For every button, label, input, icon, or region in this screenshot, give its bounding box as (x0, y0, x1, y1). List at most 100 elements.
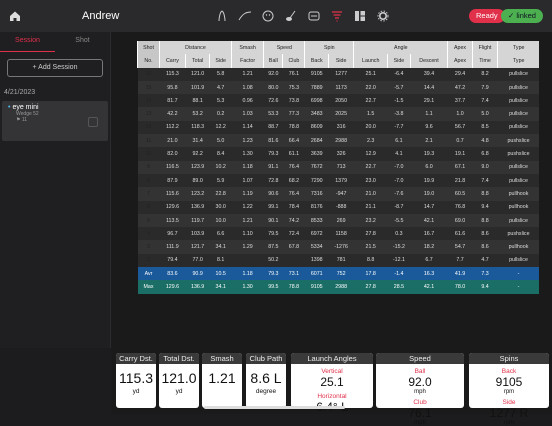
table-cell: 81.7 (159, 94, 186, 108)
add-session-button[interactable]: + Add Session (7, 59, 103, 77)
table-cell: 8.6 (472, 240, 498, 254)
table-row[interactable]: 14 81.7 88.1 5.3 0.96 72.6 73.8 6998 2050 22.7 -1.… (137, 94, 539, 108)
table-cell: pullslice (497, 213, 539, 228)
table-row[interactable]: 16 115.3 121.0 5.8 1.21 92.0 76.1 9105 1277 25.1-… (137, 67, 539, 81)
summary-cell: 79.3 (263, 267, 283, 281)
table-cell: 6.0 (410, 160, 448, 174)
table-row[interactable]: 4 96.7 103.9 6.6 1.10 79.5 72.4 6972 1158 27.8 0.3… (137, 227, 539, 241)
table-cell: 77.3 (282, 107, 305, 121)
summary-cell: 28.5 (387, 280, 411, 294)
table-cell: 115.6 (159, 187, 186, 201)
smash-title: Smash (202, 353, 242, 364)
list-filter-icon[interactable] (325, 6, 348, 26)
table-row[interactable]: 9 116.5 123.9 10.2 1.18 91.1 76.4 7672 713 22.7 -7… (137, 160, 539, 174)
table-cell: 13 (137, 107, 160, 121)
table-cell: 121.0 (185, 67, 210, 81)
club-speed: Club 76.1 mph (399, 395, 441, 426)
table-cell: 118.3 (185, 120, 210, 135)
table-cell: 8.8 (353, 253, 388, 268)
table-row[interactable]: 3 111.9 121.7 34.1 1.29 87.5 67.8 5334 -1276 21.5… (137, 240, 539, 254)
table-cell: -1276 (328, 240, 354, 254)
table-cell: 10 (137, 147, 160, 161)
table-cell: 8.6 (472, 227, 498, 241)
table-cell: 60.5 (447, 187, 473, 201)
back-value: 9105 (495, 375, 523, 389)
table-row[interactable]: 15 95.8 101.9 4.7 1.08 80.0 75.3 7889 1173 22.0 -5… (137, 80, 539, 95)
table-cell: 113.5 (159, 213, 186, 228)
table-cell: 88.1 (185, 94, 210, 108)
table-cell: 1.30 (231, 147, 264, 161)
table-cell: 7290 (304, 173, 329, 188)
driver-icon[interactable] (279, 6, 302, 26)
table-cell: pushslice (497, 134, 539, 148)
table-cell: 1.21 (231, 67, 264, 81)
table-cell: 77.0 (185, 253, 210, 268)
table-row[interactable]: 10 82.0 92.2 8.4 1.30 79.3 61.1 3639 326 12.9 4.1 1… (137, 147, 539, 161)
ball-icon[interactable] (256, 6, 279, 26)
table-cell: 1.29 (231, 240, 264, 254)
table-cell: 8.8 (472, 213, 498, 228)
club-head-icon[interactable] (210, 6, 233, 26)
tab-session[interactable]: Session (0, 32, 55, 52)
total-card: Total Dst. 121.0 yd (159, 353, 199, 408)
table-cell: 21.1 (353, 200, 388, 214)
carry-unit: yd (132, 388, 140, 395)
table-row[interactable]: 7 115.6 123.2 22.8 1.19 90.6 76.4 7316 -947 21.0-… (137, 187, 539, 201)
table-cell: 29.4 (447, 67, 473, 81)
vertical-angle: Vertical 25.1 (313, 364, 351, 389)
grid-icon[interactable] (348, 6, 371, 26)
table-cell: 15 (137, 80, 160, 95)
ball-speed: Ball 92.0 mph (399, 364, 441, 395)
table-cell (282, 253, 305, 268)
column-header: Launch (353, 54, 388, 68)
summary-cell: 9105 (304, 280, 329, 294)
smash-card: Smash 1.21 (202, 353, 242, 408)
table-cell: 72.8 (263, 173, 283, 188)
table-row[interactable]: 13 42.2 53.2 0.2 1.03 53.3 77.3 3483 2025 1.5 -3.8… (137, 107, 539, 121)
table-cell: 76.1 (282, 67, 305, 81)
table-cell: 1.19 (231, 187, 264, 201)
table-cell: 3483 (304, 107, 329, 121)
table-cell: -7.0 (387, 160, 411, 174)
summary-cell: 41.9 (447, 267, 473, 281)
table-cell: 54.7 (447, 240, 473, 254)
table-row[interactable]: 8 87.9 89.0 5.9 1.07 72.8 68.2 7290 1379 23.0 -7.0… (137, 173, 539, 188)
side-spin: Side 1277 R rpm (488, 395, 530, 426)
table-row[interactable]: 12 112.2 118.3 12.2 1.14 88.7 78.8 8609 316 20.0-… (137, 120, 539, 135)
tab-shot[interactable]: Shot (75, 37, 90, 44)
table-cell: 50.2 (263, 253, 283, 268)
column-header: Side (387, 54, 411, 68)
table-row[interactable]: 5 113.5 119.7 10.0 1.21 90.1 74.2 8533 269 23.2 -5… (137, 213, 539, 228)
session-checkbox[interactable] (88, 117, 98, 127)
table-row[interactable]: 11 21.0 31.4 5.0 1.23 81.6 66.4 2684 2988 2.3 6.1 2… (137, 134, 539, 148)
group-header: Apex (447, 41, 473, 55)
table-cell: 2.1 (410, 134, 448, 148)
session-club: Wedge 52 (16, 111, 39, 117)
session-shot-count: ⚑ 11 (16, 117, 108, 123)
table-row[interactable]: 6 129.6 136.9 30.0 1.22 99.1 78.4 8176 -888 21.1-… (137, 200, 539, 214)
swing-path-icon[interactable] (233, 6, 256, 26)
column-header: Type (497, 54, 539, 68)
summary-cell: 2988 (328, 280, 354, 294)
settings-gear-icon[interactable] (371, 6, 394, 26)
home-icon[interactable] (0, 0, 30, 32)
session-item[interactable]: eye mini Wedge 52 ⚑ 11 (2, 101, 108, 141)
home-indicator[interactable] (204, 406, 345, 409)
total-title: Total Dst. (159, 353, 199, 364)
side-label: Side (502, 399, 516, 406)
table-cell: 1.5 (353, 107, 388, 121)
speed-title: Speed (376, 353, 464, 364)
summary-cell: 78.8 (282, 280, 305, 294)
group-header: Spin (304, 41, 354, 55)
group-header: Speed (263, 41, 305, 55)
table-cell: 1173 (328, 80, 354, 95)
table-cell: 8 (137, 173, 160, 188)
table-cell: 10.0 (209, 213, 232, 228)
shot-tracer-icon[interactable] (302, 6, 325, 26)
table-cell: 68.2 (282, 173, 305, 188)
table-cell: 42.2 (159, 107, 186, 121)
summary-cell: 10.5 (209, 267, 232, 281)
table-row[interactable]: 2 79.4 77.0 8.1 50.2 1398 781 8.8 -12.1 6.7 7.7 4.7… (137, 253, 539, 268)
table-cell: 0.3 (387, 227, 411, 241)
table-cell: 30.0 (209, 200, 232, 214)
